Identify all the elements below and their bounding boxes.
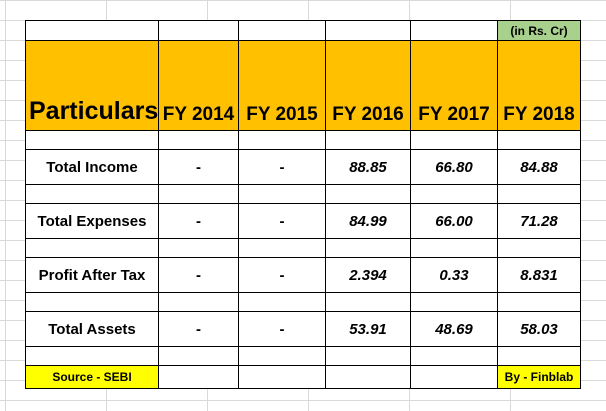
table-row-total-income: Total Income - - 88.85 66.80 84.88	[25, 149, 581, 185]
table-cell[interactable]	[238, 20, 326, 41]
spacer-row	[25, 346, 581, 366]
value-cell[interactable]: 58.03	[497, 311, 581, 347]
table-cell[interactable]	[410, 238, 498, 258]
table-cell[interactable]	[410, 292, 498, 312]
source-cell[interactable]: Source - SEBI	[25, 365, 159, 389]
value-cell[interactable]: -	[158, 257, 239, 293]
table-cell[interactable]	[238, 365, 326, 389]
row-label-cell[interactable]: Profit After Tax	[25, 257, 159, 293]
table-cell[interactable]	[158, 346, 239, 366]
table-cell[interactable]	[325, 20, 411, 41]
table-row-total-expenses: Total Expenses - - 84.99 66.00 71.28	[25, 203, 581, 239]
value-cell[interactable]: 48.69	[410, 311, 498, 347]
value-cell[interactable]: 66.00	[410, 203, 498, 239]
row-label-cell[interactable]: Total Assets	[25, 311, 159, 347]
table-cell[interactable]	[238, 238, 326, 258]
table-cell[interactable]	[325, 292, 411, 312]
table-cell[interactable]	[325, 346, 411, 366]
table-cell[interactable]	[410, 365, 498, 389]
table-cell[interactable]	[238, 292, 326, 312]
credit-cell[interactable]: By - Finblab	[497, 365, 581, 389]
table-row-profit-after-tax: Profit After Tax - - 2.394 0.33 8.831	[25, 257, 581, 293]
table-cell[interactable]	[497, 130, 581, 150]
table-cell[interactable]	[238, 130, 326, 150]
row-label-cell[interactable]: Total Expenses	[25, 203, 159, 239]
year-header-cell[interactable]: FY 2015	[238, 40, 326, 131]
value-cell[interactable]: -	[238, 203, 326, 239]
table-cell[interactable]	[410, 20, 498, 41]
value-cell[interactable]: -	[238, 149, 326, 185]
unit-note-cell[interactable]: (in Rs. Cr)	[497, 20, 581, 41]
year-header-cell[interactable]: FY 2018	[497, 40, 581, 131]
table-cell[interactable]	[497, 292, 581, 312]
table-row-total-assets: Total Assets - - 53.91 48.69 58.03	[25, 311, 581, 347]
value-cell[interactable]: -	[158, 203, 239, 239]
year-header-cell[interactable]: FY 2017	[410, 40, 498, 131]
table-cell[interactable]	[410, 130, 498, 150]
table-cell[interactable]	[497, 238, 581, 258]
table-cell[interactable]	[25, 20, 159, 41]
table-cell[interactable]	[325, 238, 411, 258]
year-header-cell[interactable]: FY 2016	[325, 40, 411, 131]
spacer-row	[25, 184, 581, 204]
table-cell[interactable]	[25, 184, 159, 204]
footer-row: Source - SEBI By - Finblab	[25, 365, 581, 389]
value-cell[interactable]: 84.99	[325, 203, 411, 239]
value-cell[interactable]: 71.28	[497, 203, 581, 239]
table-row-unit: (in Rs. Cr)	[25, 20, 581, 41]
value-cell[interactable]: 0.33	[410, 257, 498, 293]
table-cell[interactable]	[325, 365, 411, 389]
table-cell[interactable]	[158, 238, 239, 258]
table-cell[interactable]	[410, 184, 498, 204]
table-cell[interactable]	[25, 130, 159, 150]
header-row: Particulars FY 2014 FY 2015 FY 2016 FY 2…	[25, 40, 581, 131]
table-cell[interactable]	[238, 346, 326, 366]
particulars-header-cell[interactable]: Particulars	[25, 40, 159, 131]
table-cell[interactable]	[25, 292, 159, 312]
row-label-cell[interactable]: Total Income	[25, 149, 159, 185]
value-cell[interactable]: -	[158, 149, 239, 185]
value-cell[interactable]: 53.91	[325, 311, 411, 347]
table-cell[interactable]	[25, 238, 159, 258]
table-cell[interactable]	[325, 130, 411, 150]
table-cell[interactable]	[158, 130, 239, 150]
spacer-row	[25, 130, 581, 150]
table-cell[interactable]	[158, 20, 239, 41]
table-cell[interactable]	[158, 292, 239, 312]
value-cell[interactable]: -	[238, 257, 326, 293]
table-cell[interactable]	[410, 346, 498, 366]
value-cell[interactable]: -	[158, 311, 239, 347]
value-cell[interactable]: 66.80	[410, 149, 498, 185]
value-cell[interactable]: 8.831	[497, 257, 581, 293]
table-cell[interactable]	[325, 184, 411, 204]
value-cell[interactable]: -	[238, 311, 326, 347]
spacer-row	[25, 292, 581, 312]
table-cell[interactable]	[158, 365, 239, 389]
value-cell[interactable]: 88.85	[325, 149, 411, 185]
value-cell[interactable]: 84.88	[497, 149, 581, 185]
value-cell[interactable]: 2.394	[325, 257, 411, 293]
table-cell[interactable]	[158, 184, 239, 204]
table-cell[interactable]	[25, 346, 159, 366]
year-header-cell[interactable]: FY 2014	[158, 40, 239, 131]
spacer-row	[25, 238, 581, 258]
table-cell[interactable]	[497, 346, 581, 366]
table-cell[interactable]	[238, 184, 326, 204]
table-cell[interactable]	[497, 184, 581, 204]
financial-table: (in Rs. Cr) Particulars FY 2014 FY 2015 …	[25, 20, 581, 389]
